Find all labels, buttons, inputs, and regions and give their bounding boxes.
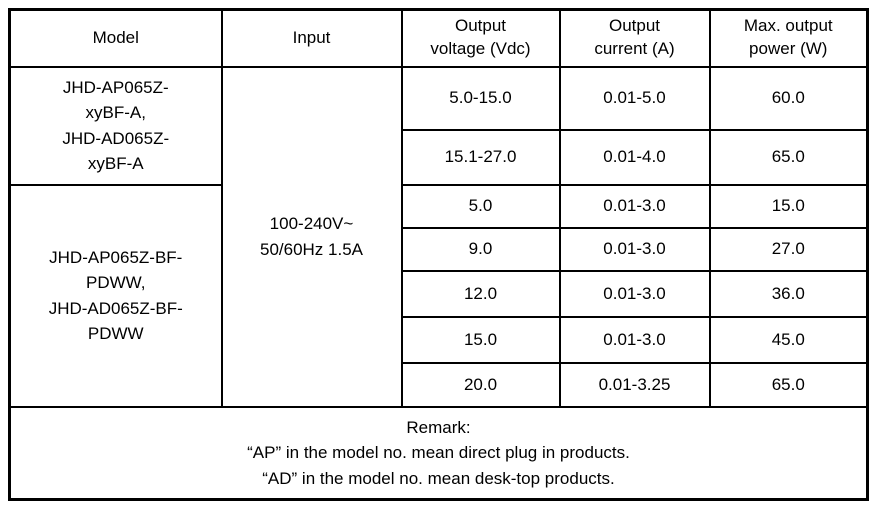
- input-cell: 100-240V~ 50/60Hz 1.5A: [220, 65, 403, 408]
- voltage-cell: 20.0: [400, 361, 561, 408]
- current-cell: 0.01-5.0: [558, 65, 711, 131]
- voltage-cell: 5.0-15.0: [400, 65, 561, 131]
- table-row: JHD-AP065Z- xyBF-A, JHD-AD065Z- xyBF-A 1…: [8, 65, 869, 408]
- remark-cell: Remark: “AP” in the model no. mean direc…: [8, 405, 869, 501]
- power-cell: 27.0: [708, 226, 869, 272]
- col-header-input: Input: [220, 8, 403, 68]
- col-header-model: Model: [8, 8, 223, 68]
- current-cell: 0.01-3.0: [558, 183, 711, 229]
- voltage-cell: 15.0: [400, 315, 561, 364]
- power-cell: 60.0: [708, 65, 869, 131]
- table-row: 20.0 0.01-3.25 65.0: [10, 361, 869, 408]
- voltage-cell: 15.1-27.0: [400, 128, 561, 186]
- power-cell: 45.0: [708, 315, 869, 364]
- col-header-output-current: Output current (A): [558, 8, 711, 68]
- current-cell: 0.01-4.0: [558, 128, 711, 186]
- table-row: 15.0 0.01-3.0 45.0: [10, 315, 869, 364]
- power-cell: 65.0: [708, 128, 869, 186]
- current-cell: 0.01-3.0: [558, 226, 711, 272]
- col-header-output-voltage: Output voltage (Vdc): [400, 8, 561, 68]
- header-row: Model Input Output voltage (Vdc) Output …: [8, 8, 869, 68]
- power-spec-table: Model Input Output voltage (Vdc) Output …: [8, 8, 869, 501]
- voltage-cell: 5.0: [400, 183, 561, 229]
- model-group-2-cell: JHD-AP065Z-BF- PDWW, JHD-AD065Z-BF- PDWW: [8, 183, 223, 408]
- power-cell: 15.0: [708, 183, 869, 229]
- power-cell: 36.0: [708, 269, 869, 318]
- voltage-cell: 12.0: [400, 269, 561, 318]
- voltage-cell: 9.0: [400, 226, 561, 272]
- current-cell: 0.01-3.25: [558, 361, 711, 408]
- current-cell: 0.01-3.0: [558, 269, 711, 318]
- table-row: JHD-AP065Z-BF- PDWW, JHD-AD065Z-BF- PDWW…: [8, 183, 869, 408]
- col-header-max-output-power: Max. output power (W): [708, 8, 869, 68]
- current-cell: 0.01-3.0: [558, 315, 711, 364]
- remark-row: Remark: “AP” in the model no. mean direc…: [8, 405, 869, 501]
- table-row: 15.1-27.0 0.01-4.0 65.0: [10, 128, 869, 186]
- power-cell: 65.0: [708, 361, 869, 408]
- model-group-1-cell: JHD-AP065Z- xyBF-A, JHD-AD065Z- xyBF-A: [8, 65, 223, 186]
- table-row: 9.0 0.01-3.0 27.0: [10, 226, 869, 272]
- table-row: 12.0 0.01-3.0 36.0: [10, 269, 869, 318]
